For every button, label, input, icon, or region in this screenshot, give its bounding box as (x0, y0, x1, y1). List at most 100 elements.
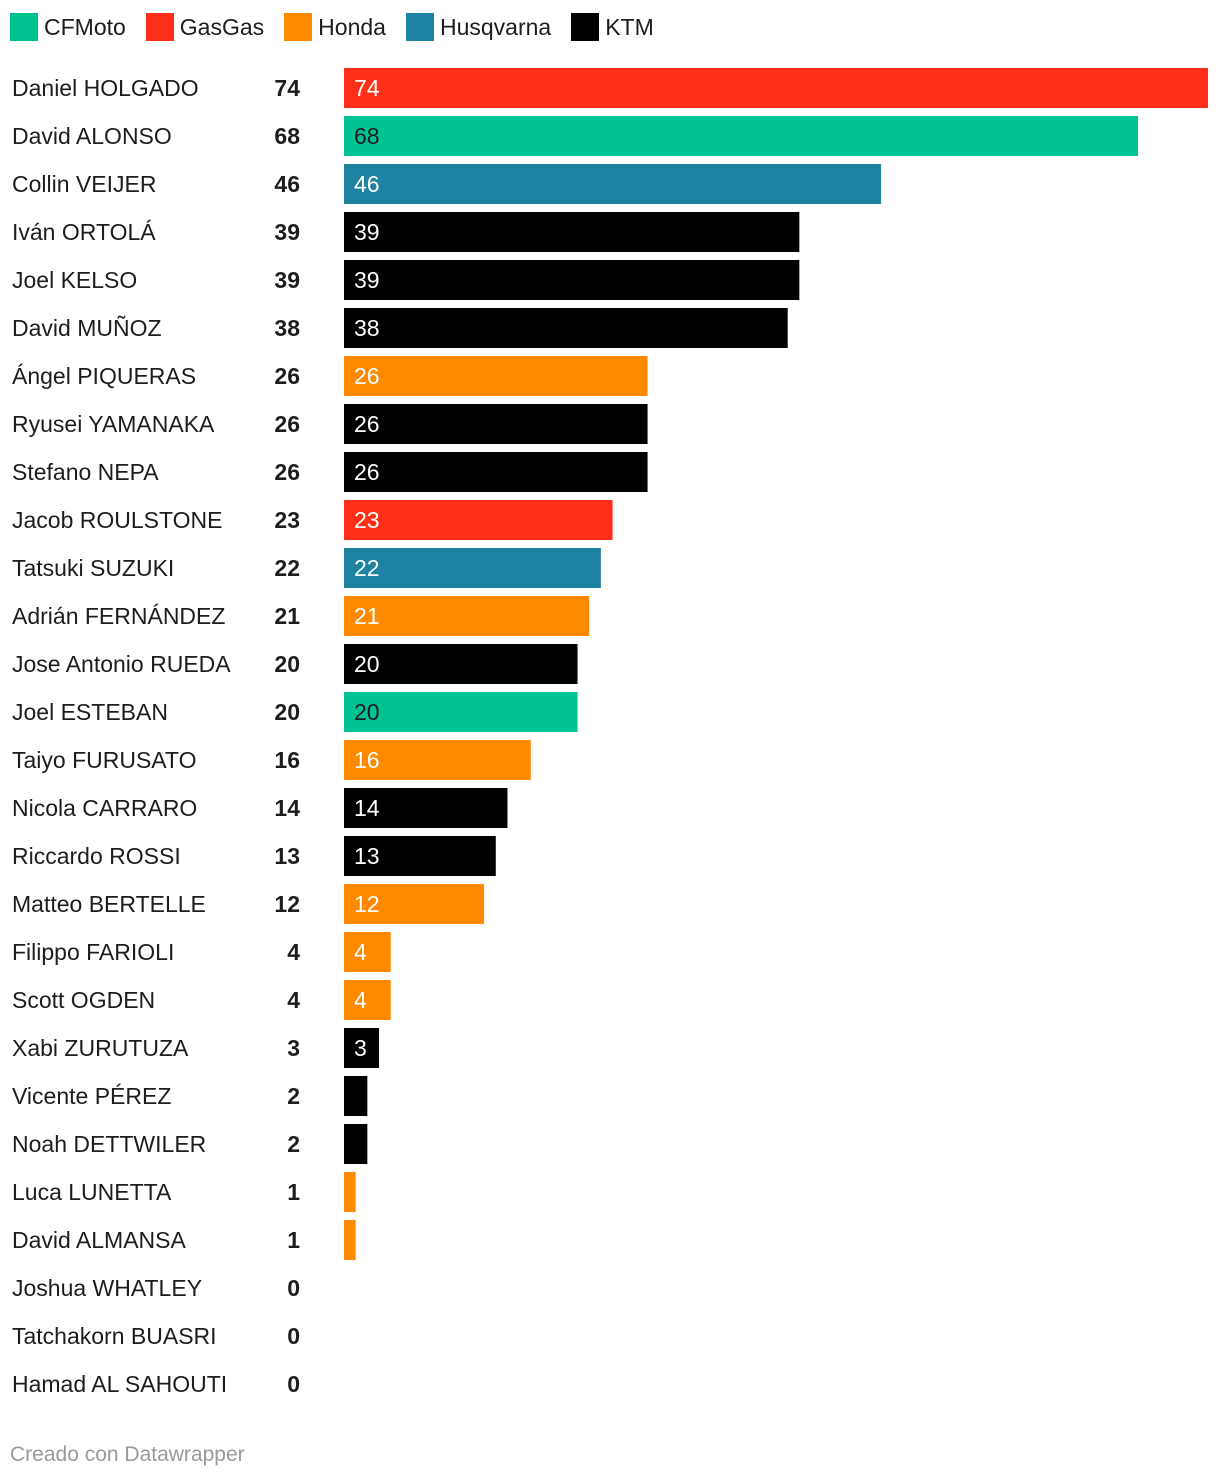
row-name-label: Matteo BERTELLE (12, 891, 206, 917)
bar-value-label: 68 (354, 123, 380, 149)
bar (344, 644, 578, 684)
bar-value-label: 20 (354, 651, 380, 677)
bar-row: Riccardo ROSSI 13 13 (12, 836, 496, 876)
legend-item: KTM (571, 13, 654, 41)
legend-item: Honda (284, 13, 386, 41)
bar-value-label: 3 (354, 1035, 367, 1061)
row-name-label: Filippo FARIOLI (12, 939, 174, 965)
row-value-label: 23 (274, 507, 300, 533)
bar-value-label: 13 (354, 843, 380, 869)
row-value-label: 26 (274, 411, 300, 437)
bar (344, 116, 1138, 156)
row-value-label: 21 (274, 603, 300, 629)
bar (344, 788, 508, 828)
legend-swatch (145, 13, 174, 41)
row-value-label: 2 (287, 1131, 300, 1157)
bar-row: Scott OGDEN 4 4 (12, 980, 391, 1020)
bar-row: Filippo FARIOLI 4 4 (12, 932, 391, 972)
bar-value-label: 26 (354, 363, 380, 389)
bar-row: Ángel PIQUERAS 26 26 (12, 356, 648, 396)
legend-label: GasGas (179, 13, 265, 40)
row-name-label: David ALMANSA (12, 1227, 187, 1253)
bar-row: Xabi ZURUTUZA 3 3 (12, 1028, 380, 1068)
bar-row: Jose Antonio RUEDA 20 20 (12, 644, 578, 684)
row-name-label: Tatchakorn BUASRI (12, 1323, 217, 1349)
row-value-label: 38 (274, 315, 300, 341)
bar (344, 884, 485, 924)
bar-row: Collin VEIJER 46 46 (12, 164, 882, 204)
bar-value-label: 26 (354, 459, 380, 485)
bar (344, 1028, 380, 1068)
bar (344, 1124, 368, 1164)
row-name-label: David ALONSO (12, 123, 172, 149)
bar-row: David MUÑOZ 38 38 (12, 308, 788, 348)
row-value-label: 26 (274, 363, 300, 389)
legend-label: KTM (605, 13, 654, 40)
row-value-label: 1 (287, 1179, 300, 1205)
bar-row: Daniel HOLGADO 74 74 (12, 68, 1208, 108)
bar-value-label: 21 (354, 603, 380, 629)
bar-value-label: 26 (354, 411, 380, 437)
bar-row: Adrián FERNÁNDEZ 21 21 (12, 596, 590, 636)
row-value-label: 26 (274, 459, 300, 485)
row-name-label: Ángel PIQUERAS (12, 363, 196, 389)
bar-value-label: 4 (354, 939, 367, 965)
bar-value-label: 22 (354, 555, 380, 581)
bar (344, 1076, 368, 1116)
bar-value-label: 39 (354, 219, 380, 245)
row-value-label: 39 (274, 219, 300, 245)
row-name-label: David MUÑOZ (12, 315, 162, 341)
row-value-label: 13 (274, 843, 300, 869)
legend-swatch (284, 13, 313, 41)
legend-item: CFMoto (10, 13, 126, 41)
bar-value-label: 14 (354, 795, 380, 821)
row-name-label: Hamad AL SAHOUTI (12, 1371, 227, 1397)
bar-value-label: 38 (354, 315, 380, 341)
bar-row: Hamad AL SAHOUTI 0 (12, 1371, 300, 1397)
row-name-label: Nicola CARRARO (12, 795, 197, 821)
row-value-label: 0 (287, 1323, 300, 1349)
bar (344, 740, 531, 780)
bar (344, 836, 496, 876)
row-name-label: Joel ESTEBAN (12, 699, 168, 725)
row-value-label: 22 (274, 555, 300, 581)
bar-row: David ALMANSA 1 (12, 1220, 356, 1260)
bar (344, 212, 800, 252)
bar-row: David ALONSO 68 68 (12, 116, 1138, 156)
row-value-label: 12 (274, 891, 300, 917)
row-name-label: Luca LUNETTA (12, 1179, 172, 1205)
row-value-label: 0 (287, 1275, 300, 1301)
row-name-label: Vicente PÉREZ (12, 1083, 171, 1109)
row-value-label: 0 (287, 1371, 300, 1397)
bar-value-label: 46 (354, 171, 380, 197)
row-value-label: 1 (287, 1227, 300, 1253)
bar (344, 404, 648, 444)
row-name-label: Joshua WHATLEY (12, 1275, 202, 1301)
bar (344, 596, 590, 636)
bar-value-label: 16 (354, 747, 380, 773)
bar-value-label: 23 (354, 507, 380, 533)
bar (344, 692, 578, 732)
legend-swatch (571, 13, 600, 41)
bar (344, 548, 601, 588)
legend-item: Husqvarna (405, 13, 552, 41)
row-name-label: Riccardo ROSSI (12, 843, 181, 869)
legend-label: Husqvarna (439, 13, 552, 40)
legend-label: CFMoto (44, 13, 126, 40)
row-value-label: 16 (274, 747, 300, 773)
row-name-label: Noah DETTWILER (12, 1131, 206, 1157)
bar-row: Stefano NEPA 26 26 (12, 452, 648, 492)
bar (344, 308, 788, 348)
legend-swatch (405, 13, 434, 41)
row-name-label: Iván ORTOLÁ (12, 219, 156, 245)
credit-text[interactable]: Creado con Datawrapper (10, 1443, 245, 1466)
bar-chart: Daniel HOLGADO 74 74 David ALONSO 68 68 Collin… (12, 68, 1208, 1397)
bar-row: Joshua WHATLEY 0 (12, 1275, 300, 1301)
bar-row: Vicente PÉREZ 2 (12, 1076, 368, 1116)
bar-value-label: 12 (354, 891, 380, 917)
bar (344, 260, 800, 300)
row-name-label: Taiyo FURUSATO (12, 747, 196, 773)
row-name-label: Xabi ZURUTUZA (12, 1035, 189, 1061)
bar (344, 68, 1208, 108)
bar-row: Joel KELSO 39 39 (12, 260, 800, 300)
